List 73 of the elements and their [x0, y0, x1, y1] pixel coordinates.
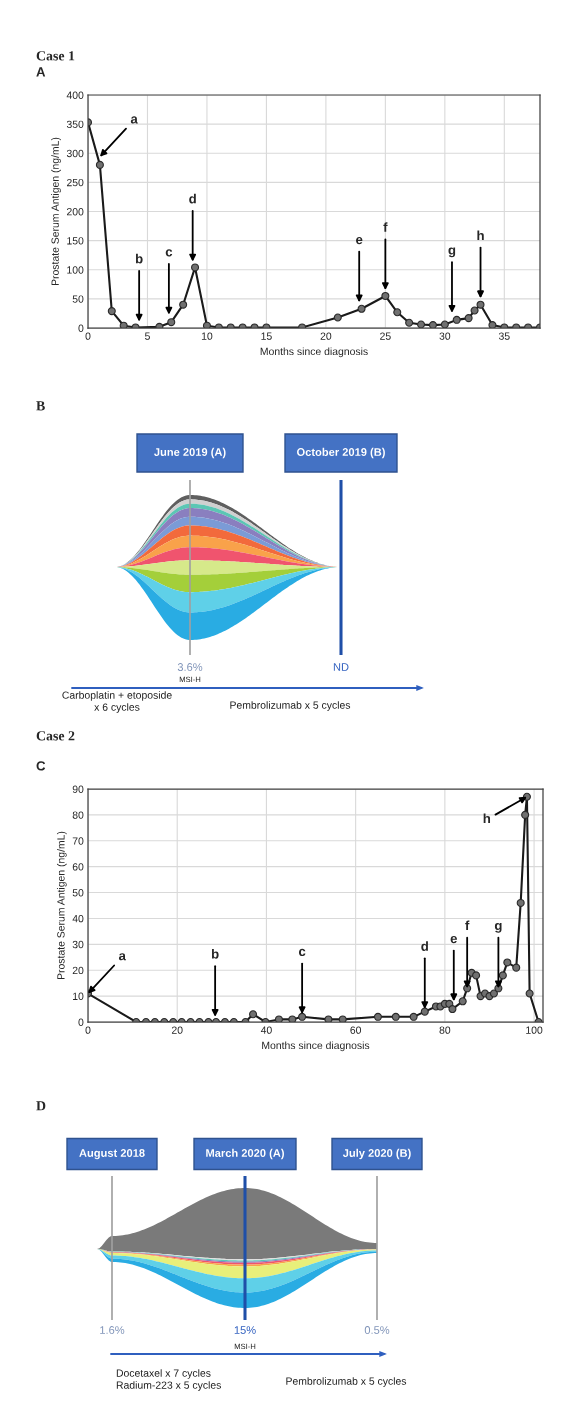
annotation: c — [165, 249, 173, 257]
annotation: h — [483, 813, 491, 823]
text: 1.6% — [100, 1326, 125, 1334]
annotation: a — [130, 116, 138, 124]
y-tick-label: 50 — [72, 295, 84, 303]
y-tick-label: 80 — [72, 811, 84, 819]
annotation: h — [477, 230, 484, 240]
y-tick-label: 50 — [72, 889, 84, 897]
y-tick-label: 150 — [67, 237, 84, 245]
annotation: e — [450, 935, 457, 944]
y-tick-label: 100 — [67, 266, 84, 274]
x-axis-title: Months since diagnosis — [262, 1041, 370, 1052]
text: D — [36, 1101, 46, 1111]
text: ND — [333, 663, 349, 671]
text: 15% — [234, 1326, 256, 1334]
y-tick-label: 70 — [72, 837, 84, 845]
annotation: g — [448, 247, 456, 258]
category-label: July 2020 (B) — [342, 1148, 411, 1160]
annotation: d — [421, 941, 428, 951]
y-tick-label: 350 — [66, 120, 84, 128]
annotation: e — [356, 236, 363, 245]
y-tick-label: 300 — [66, 149, 84, 158]
x-tick-label: 60 — [350, 1026, 362, 1034]
annotation: d — [189, 193, 196, 204]
x-tick-label: 100 — [526, 1026, 543, 1034]
text: Pembrolizumab x 5 cycles — [230, 701, 351, 711]
chart-subtitle: C — [36, 761, 46, 771]
annotation: c — [298, 948, 306, 957]
annotation: b — [211, 948, 219, 959]
x-tick-label: 25 — [380, 332, 391, 340]
x-tick-label: 80 — [439, 1026, 451, 1034]
category-label: August 2018 — [79, 1149, 145, 1160]
y-tick-label: 40 — [72, 914, 84, 923]
x-tick-label: 20 — [171, 1026, 183, 1034]
x-tick-label: 30 — [439, 332, 451, 340]
x-tick-label: 20 — [320, 332, 332, 340]
text: 3.6% — [177, 663, 203, 671]
text: Pembrolizumab x 5 cycles — [286, 1377, 407, 1387]
y-axis-title: Prostate Serum Antigen (ng/mL) — [51, 137, 61, 286]
x-tick-label: 10 — [201, 332, 213, 340]
y-tick-label: 20 — [72, 966, 84, 975]
x-tick-label: 0 — [85, 1026, 91, 1034]
category-label: June 2019 (A) — [154, 447, 226, 459]
annotation: a — [118, 953, 126, 961]
x-tick-label: 35 — [498, 332, 510, 340]
x-tick-label: 0 — [85, 332, 91, 340]
annotation: f — [465, 920, 470, 931]
annotation: f — [383, 222, 388, 232]
chart-subtitle: A — [36, 67, 46, 77]
x-tick-label: 40 — [260, 1026, 272, 1034]
category-label: March 2020 (A) — [206, 1148, 284, 1160]
y-tick-label: 250 — [66, 178, 84, 187]
annotation: g — [494, 922, 502, 933]
y-tick-label: 30 — [72, 940, 84, 949]
y-tick-label: 400 — [66, 91, 84, 99]
category-label: October 2019 (B) — [297, 447, 385, 459]
text: B — [36, 401, 45, 411]
annotation: b — [135, 253, 143, 264]
chart-title: Case 2 — [36, 731, 75, 741]
y-tick-label: 0 — [78, 1018, 84, 1026]
text: 0.5% — [364, 1326, 390, 1334]
chart-title: Case 1 — [36, 51, 75, 61]
y-tick-label: 90 — [72, 785, 84, 793]
y-tick-label: 0 — [78, 324, 84, 332]
x-axis-title: Months since diagnosis — [260, 347, 368, 358]
x-tick-label: 5 — [144, 332, 150, 340]
text: Carboplatin + etoposide x 6 cycles — [62, 691, 172, 713]
y-tick-label: 200 — [66, 208, 84, 216]
y-axis-title: Prostate Serum Antigen (ng/mL) — [56, 831, 67, 980]
x-tick-label: 15 — [261, 332, 272, 340]
y-tick-label: 60 — [72, 863, 84, 871]
y-tick-label: 10 — [73, 992, 84, 1000]
text: Docetaxel x 7 cycles Radium-223 x 5 cycles — [116, 1369, 221, 1391]
